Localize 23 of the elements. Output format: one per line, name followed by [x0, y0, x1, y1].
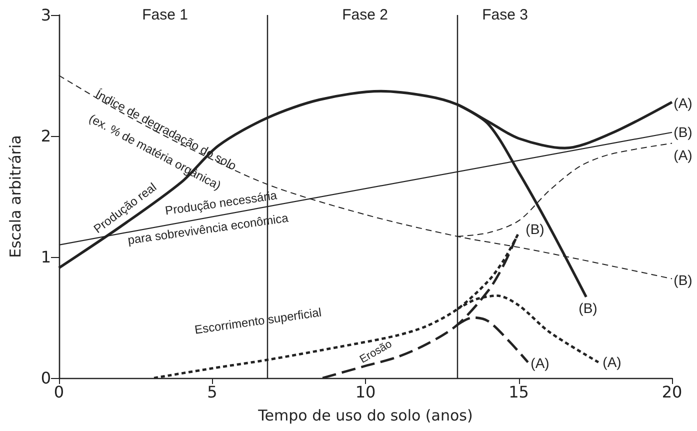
x-tick-label: 0 — [54, 382, 64, 402]
annotation: (A) — [602, 354, 622, 370]
y-tick-label: 3 — [40, 6, 51, 24]
text: (A) — [674, 95, 692, 111]
annotation: Fase 1 — [142, 6, 188, 24]
text: (B) — [674, 124, 692, 140]
annotation: Escorrimento superficial — [194, 305, 322, 337]
text: (B) — [674, 272, 692, 288]
x-tick-label: 10 — [355, 382, 376, 402]
y-tick-label: 2 — [40, 126, 51, 146]
x-tick-label: 20 — [662, 382, 682, 402]
y-axis-title: Escala arbitrária — [6, 135, 24, 258]
annotation: Fase 2 — [342, 6, 388, 24]
text: (A) — [674, 147, 692, 163]
x-tick-label: 15 — [508, 382, 529, 402]
annotation: (A) — [530, 355, 550, 371]
annotation: Fase 3 — [482, 6, 528, 24]
x-tick-label: 5 — [207, 382, 218, 402]
annotation: (B) — [526, 221, 544, 237]
y-tick-label: 1 — [40, 248, 51, 266]
x-axis-title: Tempo de uso do solo (anos) — [257, 406, 473, 424]
annotation: (B) — [578, 300, 598, 316]
y-tick-label: 0 — [40, 368, 51, 388]
